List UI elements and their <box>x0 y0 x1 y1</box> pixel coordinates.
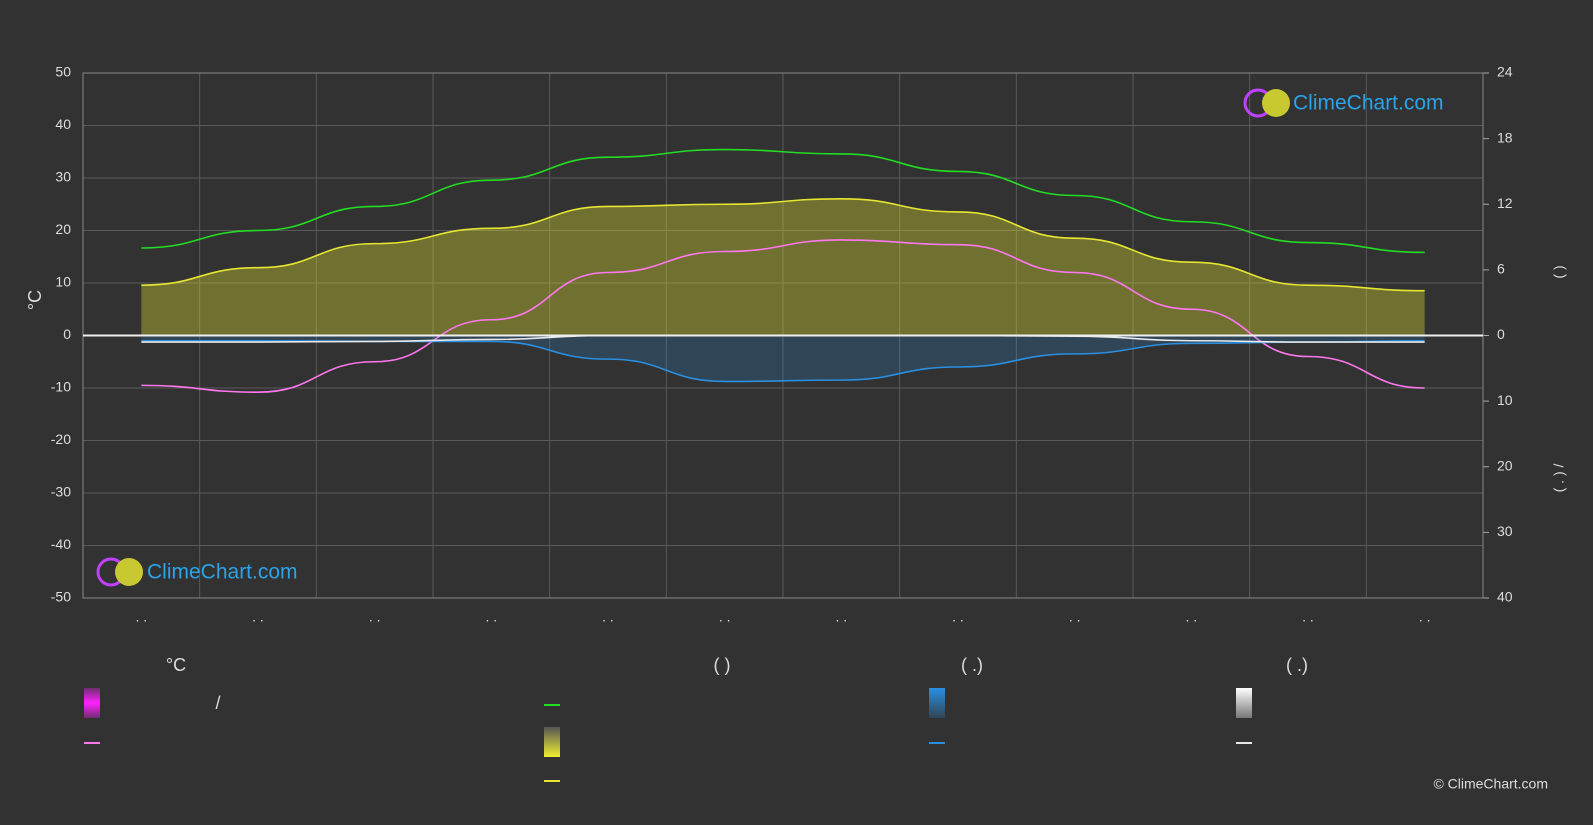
y-tick-label: 10 <box>55 274 71 290</box>
x-tick-label: . . <box>952 609 964 625</box>
y-right-tick-label: 30 <box>1497 523 1513 539</box>
legend-swatch <box>929 688 945 718</box>
y-tick-label: -40 <box>51 536 71 552</box>
y-tick-label: -20 <box>51 431 71 447</box>
legend-title: °C <box>166 655 186 675</box>
logo: ClimeChart.com <box>1243 88 1444 118</box>
y-axis-label: °C <box>25 290 45 310</box>
y-tick-label: 0 <box>63 326 71 342</box>
y-right-tick-label: 20 <box>1497 457 1513 473</box>
legend-title: ( .) <box>961 655 983 675</box>
legend-swatch <box>84 688 100 718</box>
y-right-tick-label: 24 <box>1497 64 1513 80</box>
y-tick-label: 30 <box>55 169 71 185</box>
y-right-tick-label: 0 <box>1497 326 1505 342</box>
legend-swatch <box>1236 688 1252 718</box>
x-tick-label: . . <box>1069 609 1081 625</box>
logo: ClimeChart.com <box>96 557 298 587</box>
y-tick-label: 40 <box>55 116 71 132</box>
x-tick-label: . . <box>602 609 614 625</box>
x-tick-label: . . <box>135 609 147 625</box>
y3-axis-label: ( . ) / <box>1551 464 1567 493</box>
y-tick-label: -30 <box>51 484 71 500</box>
area <box>141 198 1425 336</box>
legend-text: / <box>215 693 220 713</box>
y-right-tick-label: 6 <box>1497 261 1505 277</box>
y-tick-label: -10 <box>51 379 71 395</box>
series-line <box>141 148 1425 254</box>
x-tick-label: . . <box>1302 609 1314 625</box>
series-line <box>141 197 1425 292</box>
legend-title: ( ) <box>714 655 731 675</box>
legend-title: ( .) <box>1286 655 1308 675</box>
logo-text: ClimeChart.com <box>147 561 298 584</box>
x-tick-label: . . <box>369 609 381 625</box>
y-tick-label: -50 <box>51 589 71 605</box>
copyright: © ClimeChart.com <box>1433 776 1548 792</box>
y-right-tick-label: 12 <box>1497 195 1513 211</box>
y-tick-label: 50 <box>55 64 71 80</box>
y-tick-label: 20 <box>55 221 71 237</box>
y-right-tick-label: 10 <box>1497 392 1513 408</box>
x-tick-label: . . <box>1419 609 1431 625</box>
area <box>141 335 1425 382</box>
y2-axis-label: ( ) <box>1551 265 1567 278</box>
y-right-tick-label: 18 <box>1497 129 1513 145</box>
x-tick-label: . . <box>719 609 731 625</box>
logo-text: ClimeChart.com <box>1293 92 1444 115</box>
x-tick-label: . . <box>485 609 497 625</box>
x-tick-label: . . <box>1185 609 1197 625</box>
x-tick-label: . . <box>835 609 847 625</box>
x-tick-label: . . <box>252 609 264 625</box>
legend-swatch <box>544 727 560 757</box>
y-right-tick-label: 40 <box>1497 589 1513 605</box>
plot: 50 40 30 20 10 0 -10 -20 -30 -40 -50 24 18 12 6 0 10 20 30… <box>51 64 1513 625</box>
series-line <box>141 239 1425 394</box>
